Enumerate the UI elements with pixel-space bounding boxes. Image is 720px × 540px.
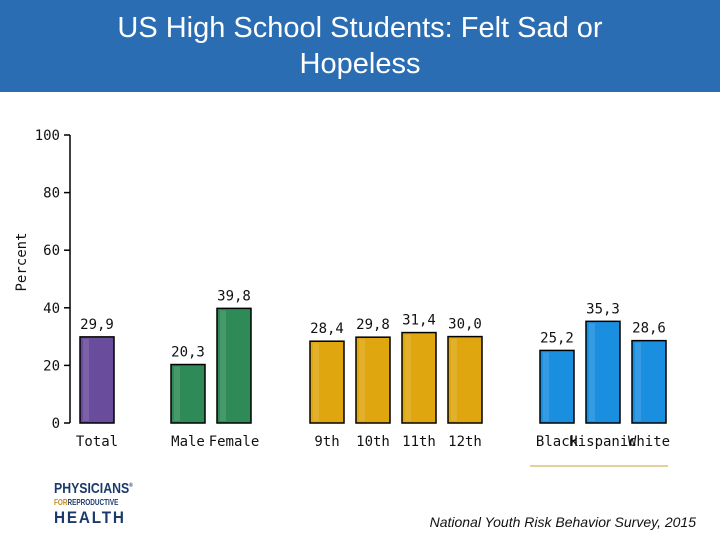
bar-sheen (220, 310, 226, 421)
bar-female (216, 307, 252, 424)
y-tick-label: 20 (43, 358, 60, 374)
x-tick-label-male: Male (171, 434, 205, 450)
bar-9th (309, 340, 345, 424)
value-labels: 29,9 20,3 39,8 28,4 29,8 31,4 30,0 25,2 35,3 28,6 (80, 288, 666, 360)
bar-sheen (451, 338, 457, 421)
y-tick-label: 100 (35, 128, 60, 144)
y-axis-label: Percent (14, 232, 30, 291)
value-label-black: 25,2 (540, 330, 574, 346)
x-tick-label-12th: 12th (448, 434, 482, 450)
x-tick-label-black: Black (536, 434, 579, 450)
bar-hispanic (585, 320, 621, 424)
page-title: US High School Students: Felt Sad or Hop… (117, 12, 603, 80)
logo-registered-mark: ® (129, 483, 133, 489)
value-label-white: 28,6 (632, 321, 666, 337)
physicians-logo: PHYSICIANS® FORREPRODUCTIVE HEALTH (52, 478, 142, 528)
logo-line1: PHYSICIANS (54, 480, 130, 497)
value-label-10th: 29,8 (356, 317, 390, 333)
value-label-12th: 30,0 (448, 317, 482, 333)
bar-11th (401, 331, 437, 424)
value-label-male: 20,3 (171, 345, 205, 361)
value-label-total: 29,9 (80, 317, 114, 333)
y-tick-label: 80 (43, 186, 60, 202)
bar-sheen (405, 334, 411, 421)
title-banner: US High School Students: Felt Sad or Hop… (0, 0, 720, 92)
source-citation: National Youth Risk Behavior Survey, 201… (429, 514, 696, 530)
x-tick-label-11th: 11th (402, 434, 436, 450)
bar-sheen (83, 338, 89, 421)
logo-line2a: FOR (54, 498, 68, 507)
y-tick-label: 0 (52, 416, 60, 432)
bar-white (631, 339, 667, 424)
bar-male (170, 363, 206, 424)
bars (79, 307, 667, 424)
bar-sheen (174, 366, 180, 421)
bar-black (539, 349, 575, 424)
y-axis: 0 20 40 60 80 100 (35, 128, 71, 432)
y-tick-label: 60 (43, 243, 60, 259)
logo-line3: HEALTH (54, 508, 126, 527)
y-tick-label: 40 (43, 301, 60, 317)
bar-sheen (589, 323, 595, 421)
logo-line2b: REPRODUCTIVE (67, 498, 119, 507)
bar-sheen (635, 342, 641, 421)
x-tick-label-9th: 9th (314, 434, 339, 450)
x-tick-label-10th: 10th (356, 434, 390, 450)
x-tick-label-total: Total (76, 434, 118, 450)
bar-10th (355, 336, 391, 424)
x-tick-labels: Total Male Female 9th 10th 11th 12th BlackHispa… (76, 434, 670, 450)
bar-12th (447, 335, 483, 424)
x-tick-label-female: Female (209, 434, 260, 450)
bar-sheen (359, 339, 365, 421)
bar-total (79, 336, 115, 424)
value-label-female: 39,8 (217, 288, 251, 304)
x-tick-label-hispanic: Hispanic (569, 434, 636, 450)
bar-sheen (313, 343, 319, 421)
value-label-9th: 28,4 (310, 321, 344, 337)
value-label-11th: 31,4 (402, 313, 436, 329)
bar-sheen (543, 352, 549, 421)
x-tick-label-white: White (628, 434, 670, 450)
value-label-hispanic: 35,3 (586, 301, 620, 317)
